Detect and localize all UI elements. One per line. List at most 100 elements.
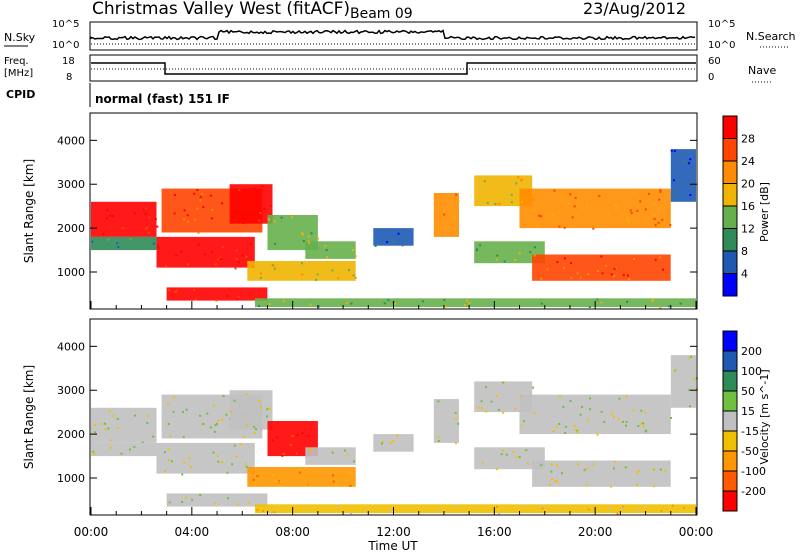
echo-speckle xyxy=(94,431,96,434)
echo-speckle xyxy=(659,189,662,192)
echo-speckle xyxy=(346,453,349,456)
echo-speckle xyxy=(282,300,285,303)
echo-speckle xyxy=(495,468,498,471)
echo-speckle xyxy=(496,394,498,397)
echo-speckle xyxy=(608,507,611,510)
echo-speckle xyxy=(146,422,149,424)
echo-speckle xyxy=(486,201,489,204)
echo-speckle xyxy=(444,305,447,308)
echo-speckle xyxy=(659,256,662,259)
echo-speckle xyxy=(639,422,642,425)
echo-speckle xyxy=(227,497,230,500)
echo-speckle xyxy=(633,258,635,260)
echo-speckle xyxy=(106,209,109,212)
noise-right-label: N.Search xyxy=(746,30,796,43)
echo-speckle xyxy=(236,503,239,506)
echo-speckle xyxy=(258,305,260,307)
colorbar-frame xyxy=(722,330,738,512)
noise-left-label: N.Sky xyxy=(4,31,36,44)
echo-speckle xyxy=(331,451,334,454)
echo-speckle xyxy=(154,218,157,221)
echo-speckle xyxy=(682,506,685,509)
colorbar-tick-label: -15 xyxy=(741,425,759,438)
echo-speckle xyxy=(556,261,559,264)
echo-speckle xyxy=(538,214,541,217)
echo-speckle xyxy=(662,268,664,271)
x-tick-label: 16:00 xyxy=(477,525,512,539)
noise-tick-bottom-right: 10^0 xyxy=(708,40,735,51)
echo-speckle xyxy=(503,260,506,263)
colorbar-tick-label: 24 xyxy=(741,155,755,168)
echo-speckle xyxy=(518,252,521,255)
echo-speckle xyxy=(366,510,369,513)
echo-speckle xyxy=(542,505,545,507)
echo-speckle xyxy=(104,428,107,431)
echo-speckle xyxy=(517,176,520,179)
echo-speckle xyxy=(183,209,186,212)
colorbar-swatch xyxy=(723,411,737,431)
echo-speckle xyxy=(309,449,312,452)
echo-speckle xyxy=(315,278,318,281)
echo-speckle xyxy=(390,511,393,514)
echo-speckle xyxy=(644,411,647,414)
echo-speckle xyxy=(452,218,455,221)
colorbar-tick-label: 4 xyxy=(741,268,748,281)
echo-speckle xyxy=(273,267,276,270)
echo-speckle xyxy=(683,150,686,153)
echo-speckle xyxy=(174,291,177,293)
echo-speckle xyxy=(659,306,662,309)
echo-speckle xyxy=(652,485,655,488)
echo-speckle xyxy=(243,218,246,221)
echo-speckle xyxy=(520,395,523,398)
echo-speckle xyxy=(454,412,457,415)
echo-speckle xyxy=(500,453,503,456)
echo-speckle xyxy=(107,427,110,430)
echo-speckle xyxy=(344,449,346,452)
echo-speckle xyxy=(585,484,588,487)
echo-speckle xyxy=(588,306,591,308)
echo-speckle xyxy=(439,508,442,511)
echo-speckle xyxy=(483,180,486,183)
echo-speckle xyxy=(443,209,446,212)
colorbar-tick-label: -50 xyxy=(741,445,759,458)
echo-region-4 xyxy=(229,184,273,224)
echo-speckle xyxy=(203,253,206,256)
echo-speckle xyxy=(610,485,613,488)
echo-speckle xyxy=(512,450,515,453)
echo-speckle xyxy=(144,212,147,215)
echo-speckle xyxy=(612,467,615,470)
echo-speckle xyxy=(672,179,675,182)
echo-speckle xyxy=(190,466,192,468)
echo-speckle xyxy=(540,302,543,305)
echo-speckle xyxy=(637,510,640,513)
echo-speckle xyxy=(211,208,214,211)
y-tick-label: 3000 xyxy=(57,178,85,191)
echo-speckle xyxy=(642,422,645,425)
echo-speckle xyxy=(637,425,640,427)
echo-speckle xyxy=(110,439,113,442)
echo-speckle xyxy=(121,227,124,230)
echo-speckle xyxy=(387,299,390,302)
echo-speckle xyxy=(220,258,223,260)
echo-speckle xyxy=(629,209,632,212)
echo-speckle xyxy=(221,202,224,205)
echo-speckle xyxy=(520,424,523,427)
echo-speckle xyxy=(573,424,576,427)
colorbar-swatch xyxy=(723,116,737,139)
echo-speckle xyxy=(502,411,505,414)
echo-speckle xyxy=(525,449,528,452)
echo-speckle xyxy=(105,217,108,220)
echo-speckle xyxy=(437,400,440,403)
echo-speckle xyxy=(214,263,217,266)
echo-speckle xyxy=(556,480,559,483)
echo-speckle xyxy=(166,403,169,406)
echo-speckle xyxy=(570,262,572,265)
echo-speckle xyxy=(278,480,281,483)
colorbar-swatch xyxy=(723,331,737,351)
echo-speckle xyxy=(270,205,273,207)
colorbar-tick-label: 200 xyxy=(741,345,762,358)
echo-speckle xyxy=(268,303,271,306)
echo-speckle xyxy=(212,451,215,454)
echo-speckle xyxy=(260,475,263,478)
echo-speckle xyxy=(301,432,304,435)
